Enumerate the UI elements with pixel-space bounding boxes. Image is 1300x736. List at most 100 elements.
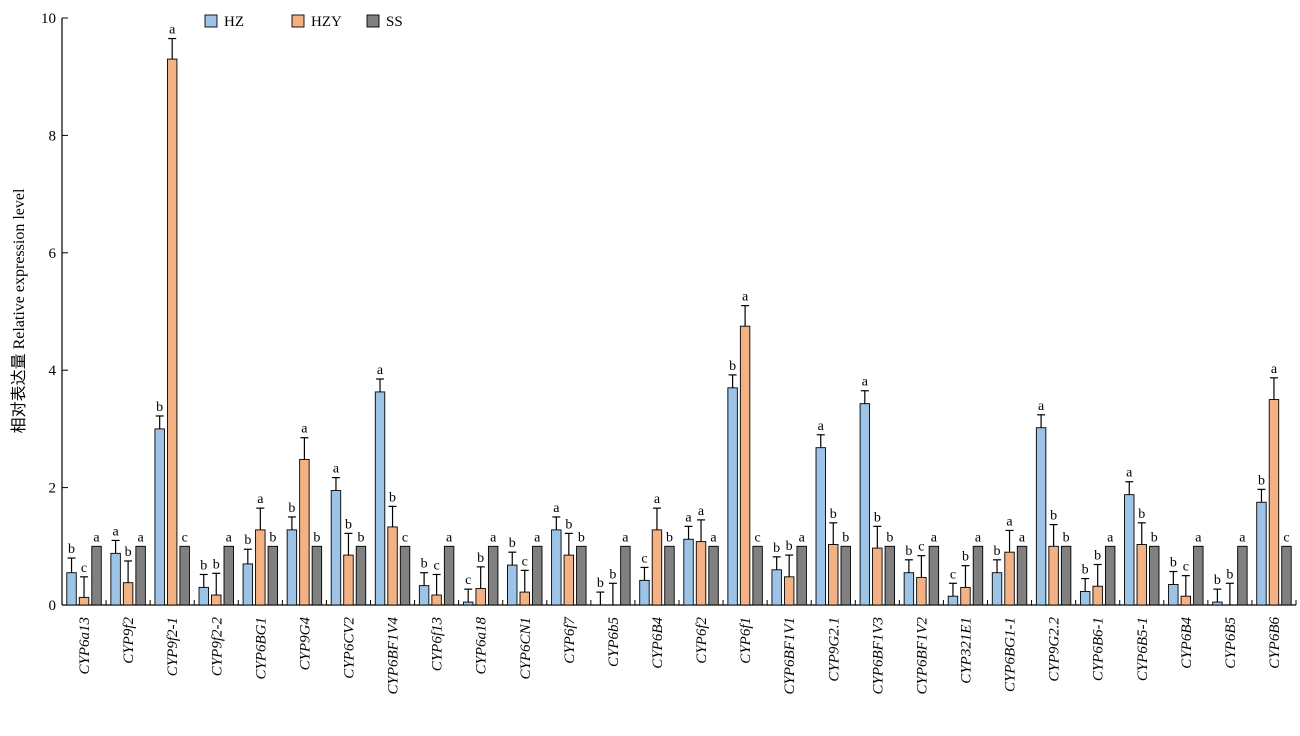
significance-label: b	[994, 544, 1001, 559]
bar-ss	[1149, 545, 1160, 606]
bar-hzy	[343, 554, 354, 606]
bar-hzy	[651, 529, 663, 606]
category-label: CYP9f2-1	[165, 617, 181, 676]
category-label: CYP9f2-2	[209, 617, 225, 677]
significance-label: a	[862, 375, 869, 390]
significance-label: b	[200, 558, 207, 573]
bar-hz	[1079, 591, 1091, 606]
bar-hz	[991, 572, 1003, 606]
significance-label: a	[333, 462, 340, 477]
significance-label: a	[1019, 530, 1026, 545]
significance-label: a	[377, 363, 384, 378]
significance-label: a	[169, 23, 176, 38]
bar-hz	[1124, 494, 1135, 606]
bar-hz	[110, 552, 121, 606]
category-label: CYP6BF1V1	[782, 617, 798, 695]
bar-ss	[135, 545, 146, 606]
bar-hz	[1212, 601, 1223, 606]
significance-label: c	[433, 558, 439, 573]
category-label: CYP6a18	[474, 617, 490, 675]
bar-hzy	[828, 544, 839, 606]
bar-hz	[683, 538, 694, 606]
significance-label: b	[609, 567, 616, 582]
bar-hz	[903, 572, 915, 606]
bar-hzy	[166, 58, 178, 606]
bar-hz	[286, 529, 298, 606]
significance-label: a	[112, 524, 119, 539]
category-label: CYP6B5-1	[1135, 617, 1151, 681]
bar-hzy	[1180, 595, 1192, 606]
significance-label: c	[1283, 530, 1289, 545]
significance-label: a	[1038, 399, 1045, 414]
y-tick-label: 6	[49, 246, 57, 262]
significance-label: b	[842, 530, 849, 545]
significance-label: b	[357, 530, 364, 545]
bar-ss	[399, 545, 411, 606]
legend-label-hzy: HZY	[311, 14, 342, 30]
legend-label-ss: SS	[386, 14, 403, 30]
significance-label: c	[754, 530, 760, 545]
category-label: CYP9G4	[297, 617, 313, 671]
bar-ss	[443, 545, 455, 606]
significance-label: b	[1258, 473, 1265, 488]
bar-ss	[1237, 545, 1248, 606]
bar-hzy	[1048, 545, 1059, 606]
legend-swatch-hzy	[291, 14, 305, 28]
bar-hzy	[387, 526, 398, 606]
significance-label: a	[654, 492, 661, 507]
significance-label: b	[1214, 573, 1221, 588]
significance-label: b	[565, 517, 572, 532]
y-tick-label: 8	[49, 128, 57, 144]
category-label: CYP9f2	[121, 617, 137, 664]
category-label: CYP6BF1V4	[386, 617, 402, 695]
legend-swatch-ss	[366, 14, 380, 28]
category-label: CYP6BF1V2	[914, 617, 930, 695]
significance-label: b	[773, 541, 780, 556]
significance-label: a	[490, 530, 497, 545]
bar-hz	[639, 579, 650, 606]
significance-label: a	[742, 290, 749, 305]
bar-hz	[507, 564, 518, 606]
bar-hz	[418, 585, 430, 606]
category-label: CYP6B4	[1179, 617, 1195, 669]
category-label: CYP6BG1	[253, 617, 269, 680]
category-label: CYP6CV2	[341, 617, 357, 679]
bar-hz	[727, 387, 738, 606]
significance-label: b	[125, 545, 132, 560]
significance-label: a	[1195, 530, 1202, 545]
bar-hzy	[299, 458, 310, 606]
bar-hzy	[739, 325, 751, 606]
significance-label: a	[685, 510, 692, 525]
significance-label: b	[1050, 509, 1057, 524]
bar-hzy	[1136, 544, 1147, 606]
significance-label: a	[1271, 362, 1278, 377]
bar-ss	[355, 545, 367, 606]
significance-label: c	[918, 540, 924, 555]
bar-ss	[664, 545, 675, 606]
legend-label-hz: HZ	[224, 14, 244, 30]
significance-label: a	[534, 530, 541, 545]
significance-label: b	[509, 536, 516, 551]
bar-hzy	[78, 596, 90, 606]
significance-label: b	[389, 490, 396, 505]
significance-label: b	[666, 530, 673, 545]
significance-label: c	[522, 554, 528, 569]
bar-ss	[532, 545, 543, 606]
significance-label: a	[257, 492, 264, 507]
significance-label: b	[1094, 548, 1101, 563]
bar-ss	[840, 545, 851, 606]
category-label: CYP6BF1V3	[870, 617, 886, 695]
bar-hz	[1168, 584, 1179, 606]
significance-label: a	[1126, 466, 1133, 481]
bar-ss	[620, 545, 631, 606]
category-label: CYP6B4	[650, 617, 666, 669]
category-label: CYP6a13	[77, 617, 93, 675]
bar-hzy	[563, 554, 575, 606]
bar-ss	[1016, 545, 1028, 606]
bar-hz	[1256, 501, 1267, 606]
significance-label: a	[446, 530, 453, 545]
significance-label: b	[1226, 567, 1233, 582]
bar-ss	[972, 545, 984, 606]
significance-label: a	[226, 530, 233, 545]
